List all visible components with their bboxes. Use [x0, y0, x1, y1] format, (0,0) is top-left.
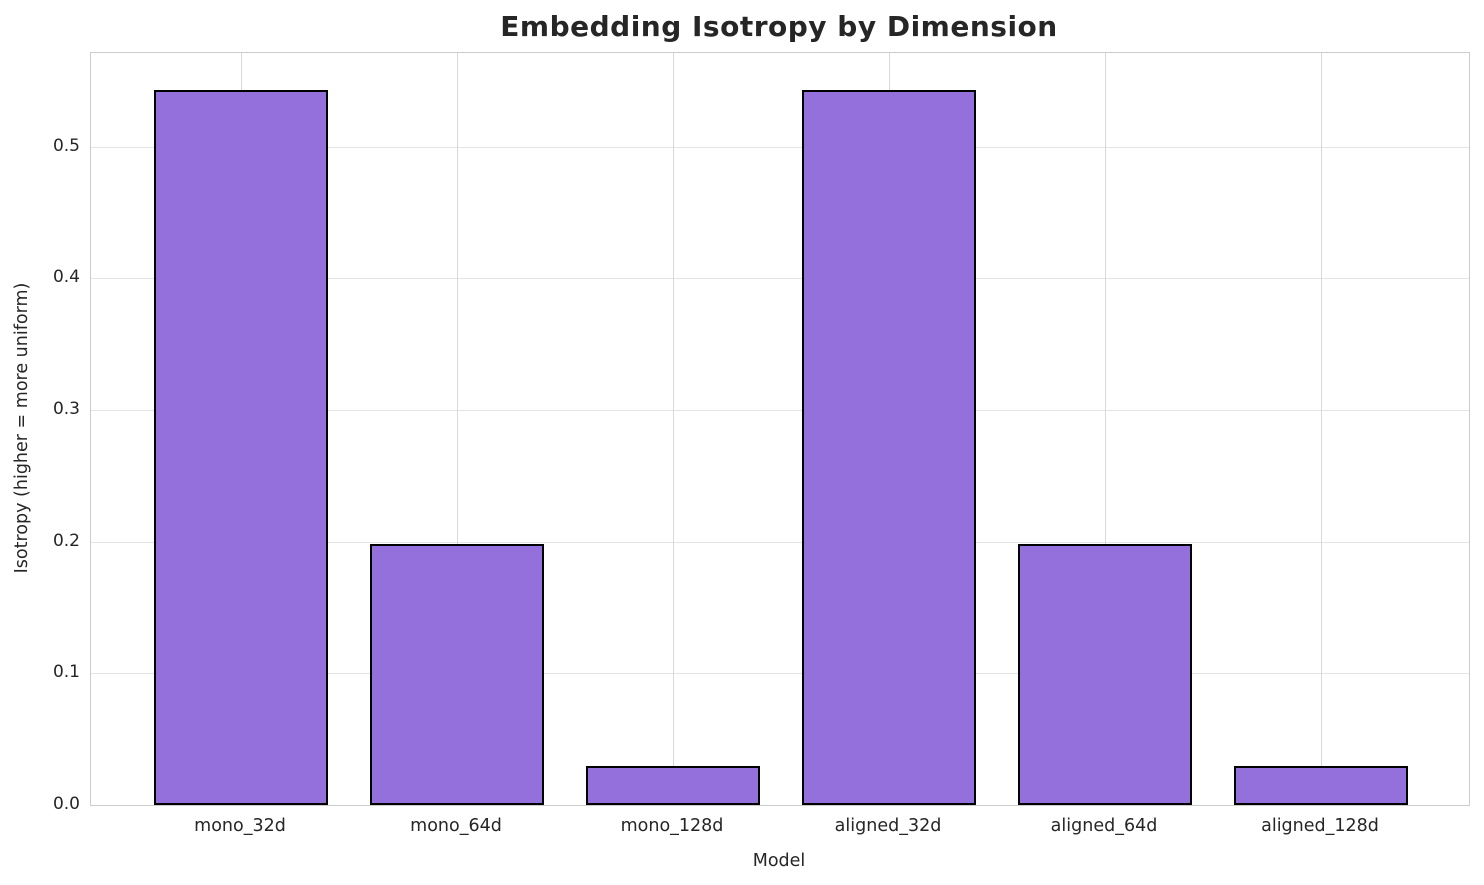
- x-tick-label: mono_64d: [410, 816, 502, 836]
- gridline-vertical: [1321, 53, 1322, 805]
- gridline-horizontal: [91, 278, 1469, 280]
- y-tick-label: 0.5: [52, 135, 80, 156]
- gridline-vertical: [673, 53, 674, 805]
- y-tick-label: 0.1: [52, 662, 80, 683]
- x-tick-label: aligned_64d: [1050, 816, 1158, 836]
- bar-mono_64d: [370, 544, 544, 805]
- x-tick-label: aligned_128d: [1261, 816, 1379, 836]
- gridline-horizontal: [91, 541, 1469, 543]
- x-tick-label: mono_128d: [620, 816, 724, 836]
- bar-mono_128d: [586, 765, 760, 805]
- plot-area: [90, 52, 1470, 806]
- x-tick-label: mono_32d: [194, 816, 286, 836]
- x-axis-label: Model: [752, 851, 806, 871]
- bar-aligned_128d: [1234, 765, 1408, 805]
- y-tick-label: 0.0: [52, 794, 80, 814]
- y-tick-label: 0.4: [52, 267, 80, 288]
- x-tick-label: aligned_32d: [834, 816, 942, 836]
- gridline-vertical: [457, 53, 458, 805]
- bar-mono_32d: [154, 89, 328, 805]
- chart-title: Embedding Isotropy by Dimension: [500, 10, 1058, 43]
- bar-aligned_64d: [1018, 544, 1192, 805]
- bar-aligned_32d: [802, 89, 976, 805]
- gridline-horizontal: [91, 673, 1469, 675]
- y-tick-label: 0.2: [52, 530, 80, 551]
- gridline-horizontal: [91, 409, 1469, 411]
- gridline-vertical: [1105, 53, 1106, 805]
- gridline-horizontal: [91, 146, 1469, 148]
- y-tick-label: 0.3: [52, 398, 80, 419]
